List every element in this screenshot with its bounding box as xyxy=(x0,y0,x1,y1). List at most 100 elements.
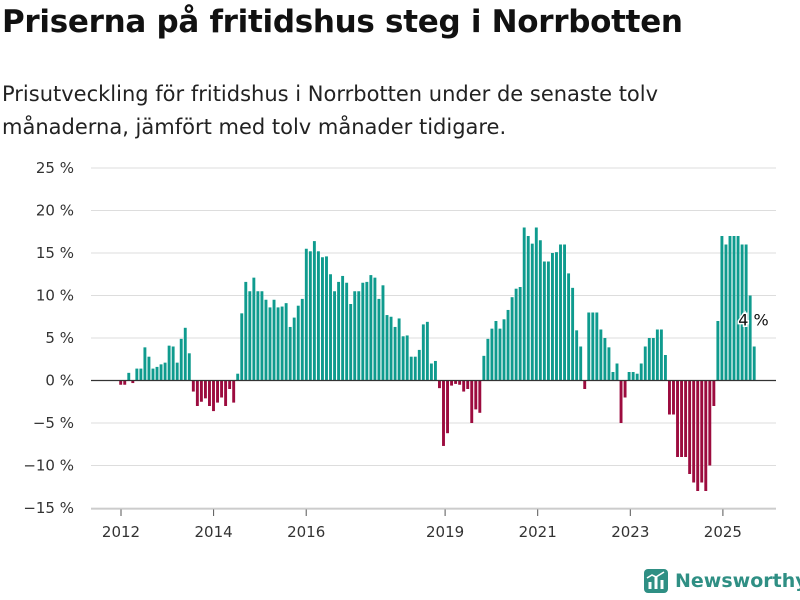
bar xyxy=(651,338,655,381)
y-tick-label: 10 % xyxy=(36,287,74,305)
bar xyxy=(292,317,296,381)
bar xyxy=(643,346,647,381)
bar xyxy=(534,227,538,381)
bar xyxy=(195,380,199,406)
bar xyxy=(655,329,659,381)
bar xyxy=(498,328,502,381)
bar xyxy=(490,328,494,381)
bar xyxy=(583,380,587,389)
bars xyxy=(119,227,756,491)
bar xyxy=(325,256,328,381)
bar xyxy=(147,356,151,381)
y-tick-label: −15 % xyxy=(23,499,74,517)
bar xyxy=(732,236,736,381)
x-tick-label: 2012 xyxy=(102,523,140,541)
bar xyxy=(442,380,445,446)
bar xyxy=(575,330,579,381)
x-tick-label: 2019 xyxy=(426,523,464,541)
bar xyxy=(179,338,183,381)
bar xyxy=(353,291,357,381)
bar xyxy=(595,312,599,381)
chart-subtitle: Prisutveckling för fritidshus i Norrbott… xyxy=(2,82,659,139)
bar xyxy=(672,380,675,415)
bar xyxy=(349,304,353,381)
bar xyxy=(131,380,135,384)
bar xyxy=(433,360,437,381)
bar xyxy=(546,261,550,381)
bar xyxy=(567,273,571,381)
bar xyxy=(752,346,756,381)
bar xyxy=(308,251,312,381)
bar xyxy=(341,275,345,381)
bar xyxy=(228,380,232,389)
bar xyxy=(276,307,280,381)
bar xyxy=(526,236,530,381)
bar xyxy=(486,338,490,381)
bar xyxy=(208,380,211,406)
bar xyxy=(611,372,615,381)
bar xyxy=(397,318,401,381)
bar xyxy=(256,291,260,381)
bar xyxy=(236,373,240,381)
bar xyxy=(704,380,708,491)
bar xyxy=(381,285,385,381)
bar xyxy=(635,373,639,381)
bar xyxy=(740,244,744,381)
bar xyxy=(421,324,425,381)
bar xyxy=(692,380,696,483)
bar xyxy=(216,380,219,403)
bar xyxy=(405,335,409,381)
bar xyxy=(321,257,324,381)
bar xyxy=(623,380,627,398)
bar xyxy=(127,372,131,381)
bar xyxy=(280,306,284,381)
bar xyxy=(639,363,643,381)
bar xyxy=(167,345,171,381)
bar xyxy=(135,368,139,381)
x-tick-label: 2016 xyxy=(287,523,325,541)
bar xyxy=(502,319,506,381)
y-tick-label: 15 % xyxy=(36,244,74,262)
bar xyxy=(494,321,498,381)
bar xyxy=(542,261,546,381)
bar xyxy=(587,312,591,381)
bar xyxy=(425,321,429,381)
bar xyxy=(417,349,421,381)
bar xyxy=(244,281,248,381)
bar xyxy=(389,316,393,381)
x-tick-label: 2023 xyxy=(611,523,649,541)
y-tick-label: 20 % xyxy=(36,202,74,220)
bar xyxy=(248,291,252,381)
bar xyxy=(591,312,595,381)
bar xyxy=(413,356,417,381)
bar xyxy=(680,380,684,457)
bar xyxy=(240,313,244,381)
y-tick-label: 0 % xyxy=(45,372,74,390)
bar xyxy=(333,291,337,381)
bar xyxy=(199,380,203,402)
bar xyxy=(555,252,558,381)
bar xyxy=(284,303,288,381)
bar xyxy=(530,243,534,381)
bar xyxy=(627,372,631,381)
bar xyxy=(401,336,405,381)
bar xyxy=(329,274,332,381)
y-axis-labels: −15 % −10 % −5 % 0 % 5 % 10 % 15 % 20 % 25 % xyxy=(23,159,74,517)
bar xyxy=(599,329,603,381)
bar xyxy=(119,380,123,385)
bar xyxy=(175,362,179,381)
bar xyxy=(304,248,308,381)
bar-chart: −15 % −10 % −5 % 0 % 5 % 10 % 15 % 20 % 25 % 201… xyxy=(23,159,776,541)
bar xyxy=(663,355,667,381)
bar xyxy=(728,236,732,381)
bar xyxy=(450,380,454,386)
bar xyxy=(191,380,195,392)
bar xyxy=(312,241,316,381)
bar xyxy=(538,240,542,381)
bar xyxy=(361,282,365,381)
bar xyxy=(510,297,514,381)
bar xyxy=(744,244,748,381)
bar xyxy=(659,329,663,381)
bar xyxy=(187,353,191,381)
bar xyxy=(736,236,740,381)
